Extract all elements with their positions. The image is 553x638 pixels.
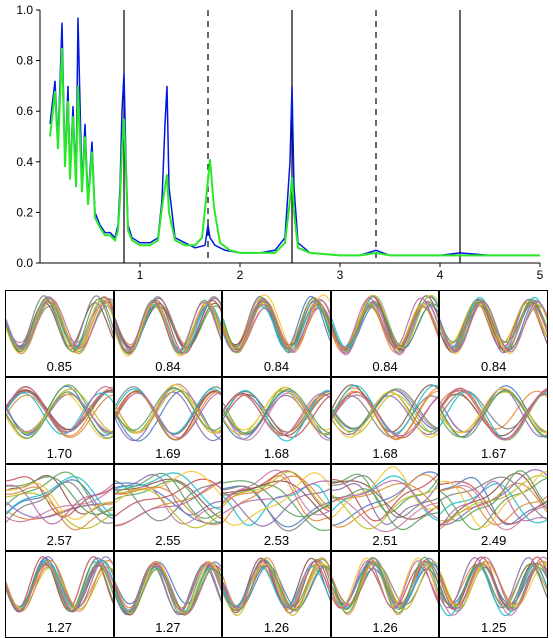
waveform-panel: 2.57 [5,464,114,551]
xtick-label: 2 [237,268,244,282]
waveform-svg [115,291,223,360]
panel-label: 2.49 [481,533,506,548]
xtick-label: 1 [137,268,144,282]
panel-label: 1.26 [372,620,397,635]
waveform-svg [115,465,223,534]
waveform-svg [115,378,223,447]
waveform-panel: 1.26 [222,551,331,638]
waveform-svg [223,552,331,621]
waveform-svg [332,378,440,447]
panel-label: 0.84 [481,359,506,374]
waveform-panel: 0.84 [439,290,548,377]
panel-label: 2.51 [372,533,397,548]
panel-label: 2.53 [264,533,289,548]
panel-label: 1.68 [264,446,289,461]
waveform-svg [6,465,114,534]
waveform-panel: 1.68 [331,377,440,464]
panel-label: 1.68 [372,446,397,461]
ytick-label: 0.6 [16,104,33,118]
waveform-svg [440,378,548,447]
waveform-panel: 2.49 [439,464,548,551]
waveform-grid: 0.85 0.84 0.84 0.84 0.84 1.70 1.69 [5,290,548,638]
waveform-panel: 1.67 [439,377,548,464]
panel-label: 0.84 [372,359,397,374]
ytick-label: 0.8 [16,54,33,68]
panel-label: 0.84 [155,359,180,374]
waveform-svg [223,378,331,447]
panel-label: 1.27 [155,620,180,635]
panel-row: 2.57 2.55 2.53 2.51 2.49 [5,464,548,551]
panel-label: 0.84 [264,359,289,374]
panel-row: 1.70 1.69 1.68 1.68 1.67 [5,377,548,464]
waveform-svg [440,291,548,360]
waveform-panel: 2.51 [331,464,440,551]
ytick-label: 0.2 [16,205,33,219]
panel-label: 1.69 [155,446,180,461]
panel-label: 2.55 [155,533,180,548]
waveform-panel: 2.53 [222,464,331,551]
waveform-svg [6,291,114,360]
waveform-svg [332,552,440,621]
waveform-svg [440,465,548,534]
panel-label: 1.26 [264,620,289,635]
waveform-panel: 0.84 [331,290,440,377]
waveform-panel: 0.84 [222,290,331,377]
waveform-svg [6,378,114,447]
waveform-svg [223,291,331,360]
waveform-svg [332,291,440,360]
waveform-panel: 2.55 [114,464,223,551]
panel-label: 1.67 [481,446,506,461]
waveform-svg [115,552,223,621]
waveform-svg [223,465,331,534]
panel-label: 1.27 [47,620,72,635]
xtick-label: 4 [437,268,444,282]
ytick-label: 0.4 [16,155,33,169]
xtick-label: 3 [337,268,344,282]
waveform-panel: 1.69 [114,377,223,464]
panel-label: 2.57 [47,533,72,548]
panel-label: 1.25 [481,620,506,635]
panel-label: 0.85 [47,359,72,374]
panel-label: 1.70 [47,446,72,461]
ytick-label: 0.0 [16,256,33,270]
spectrum-chart: 0.0 0.2 0.4 0.6 0.8 1.0 1 2 3 4 5 [5,5,548,285]
waveform-panel: 1.27 [5,551,114,638]
waveform-panel: 1.27 [114,551,223,638]
waveform-svg [332,465,440,534]
panel-row: 1.27 1.27 1.26 1.26 1.25 [5,551,548,638]
waveform-svg [6,552,114,621]
ytick-label: 1.0 [16,5,33,17]
waveform-panel: 0.84 [114,290,223,377]
waveform-panel: 0.85 [5,290,114,377]
figure-container: 0.0 0.2 0.4 0.6 0.8 1.0 1 2 3 4 5 0.85 0.84 0.84 0… [0,0,553,638]
waveform-panel: 1.26 [331,551,440,638]
waveform-panel: 1.68 [222,377,331,464]
waveform-svg [440,552,548,621]
waveform-panel: 1.70 [5,377,114,464]
xtick-label: 5 [537,268,544,282]
panel-row: 0.85 0.84 0.84 0.84 0.84 [5,290,548,377]
waveform-panel: 1.25 [439,551,548,638]
